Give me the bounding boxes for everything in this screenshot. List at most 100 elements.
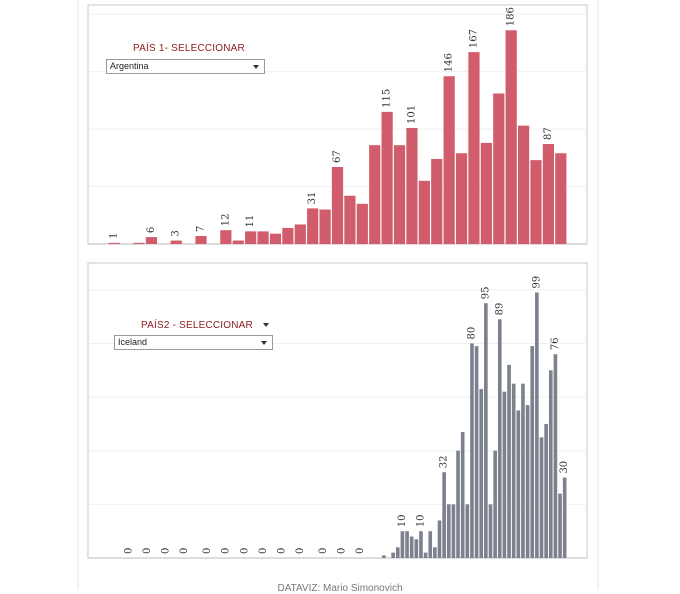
bar (451, 504, 456, 558)
value-label: 12 (220, 213, 231, 226)
value-label: 95 (480, 286, 491, 299)
bar (511, 383, 516, 558)
filter-label: PAÍS2 - SELECCIONAR (141, 320, 253, 331)
bar (488, 504, 493, 558)
value-label: 0 (276, 548, 287, 554)
bar (517, 125, 530, 244)
bar (245, 231, 257, 244)
bar (460, 431, 465, 558)
bar (468, 52, 480, 244)
bar (409, 536, 414, 558)
bar (525, 405, 530, 558)
bar (516, 410, 521, 558)
bar (493, 450, 497, 558)
bar (507, 364, 511, 558)
value-label: 10 (415, 514, 426, 527)
bar (480, 142, 492, 244)
bar (269, 233, 282, 244)
value-label: 89 (494, 303, 505, 316)
value-label: 7 (196, 226, 207, 232)
bar (393, 145, 406, 244)
bar (405, 531, 409, 558)
value-label: 101 (406, 105, 417, 124)
filter-label: PAÍS 1- SELECCIONAR (133, 43, 245, 54)
bar (530, 346, 535, 558)
value-label: 67 (332, 150, 343, 163)
bar (542, 144, 554, 244)
bar (307, 208, 319, 244)
bar (530, 160, 542, 244)
value-label: 0 (295, 548, 306, 554)
value-label: 115 (382, 89, 393, 108)
country-select[interactable]: Iceland (114, 335, 273, 350)
value-label: 0 (258, 548, 269, 554)
bar (493, 93, 505, 245)
value-label: 30 (559, 461, 570, 474)
bar (419, 531, 423, 558)
bar (433, 547, 437, 558)
value-label: 0 (355, 548, 366, 554)
bar (400, 531, 405, 558)
bar (470, 343, 474, 558)
bar (497, 319, 502, 558)
bar (356, 203, 368, 244)
select-value: Iceland (118, 337, 148, 347)
footer: DATAVIZ: Mario Simonovich (277, 583, 403, 594)
value-label: 11 (245, 215, 256, 228)
bar (395, 547, 400, 558)
value-label: 0 (179, 548, 190, 554)
bar (555, 153, 567, 244)
bar (442, 472, 446, 558)
bar (474, 346, 479, 558)
bar (220, 230, 232, 244)
bar (414, 539, 419, 558)
bar (521, 383, 525, 558)
value-label: 76 (550, 337, 561, 350)
select-value: Argentina (110, 61, 149, 71)
bar (544, 423, 548, 558)
value-label: 31 (307, 192, 318, 205)
bar (558, 493, 562, 558)
dropdown-arrow[interactable] (263, 323, 269, 327)
bar (548, 370, 553, 558)
bar (479, 389, 484, 558)
bar (553, 354, 558, 558)
bar (170, 240, 182, 244)
bar (443, 76, 455, 244)
bar (294, 224, 306, 244)
bar (381, 111, 393, 244)
bar (502, 391, 507, 558)
value-label: 0 (202, 548, 213, 554)
value-label: 186 (506, 7, 517, 26)
bar (108, 242, 120, 244)
value-label: 3 (171, 230, 182, 236)
bar (535, 292, 539, 558)
bar (331, 167, 344, 244)
bar (423, 552, 428, 558)
bar (406, 127, 418, 244)
value-label: 80 (466, 327, 477, 340)
bar (428, 531, 433, 558)
bar (484, 303, 488, 558)
bar (344, 195, 356, 244)
value-label: 99 (531, 276, 542, 289)
dropdown-arrow (253, 65, 259, 69)
dropdown-arrow (261, 341, 267, 345)
country-select[interactable]: Argentina (106, 59, 265, 74)
value-label: 0 (318, 548, 329, 554)
value-label: 167 (468, 29, 479, 48)
value-label: 32 (439, 455, 450, 468)
bar (369, 145, 381, 244)
bar (319, 209, 331, 244)
value-label: 0 (142, 548, 153, 554)
bar (446, 504, 451, 558)
bar (391, 552, 395, 558)
bar (418, 180, 430, 244)
bar (145, 237, 158, 244)
value-label: 10 (397, 514, 408, 527)
value-label: 6 (146, 227, 157, 233)
value-label: 87 (543, 127, 554, 140)
bar (257, 231, 269, 244)
